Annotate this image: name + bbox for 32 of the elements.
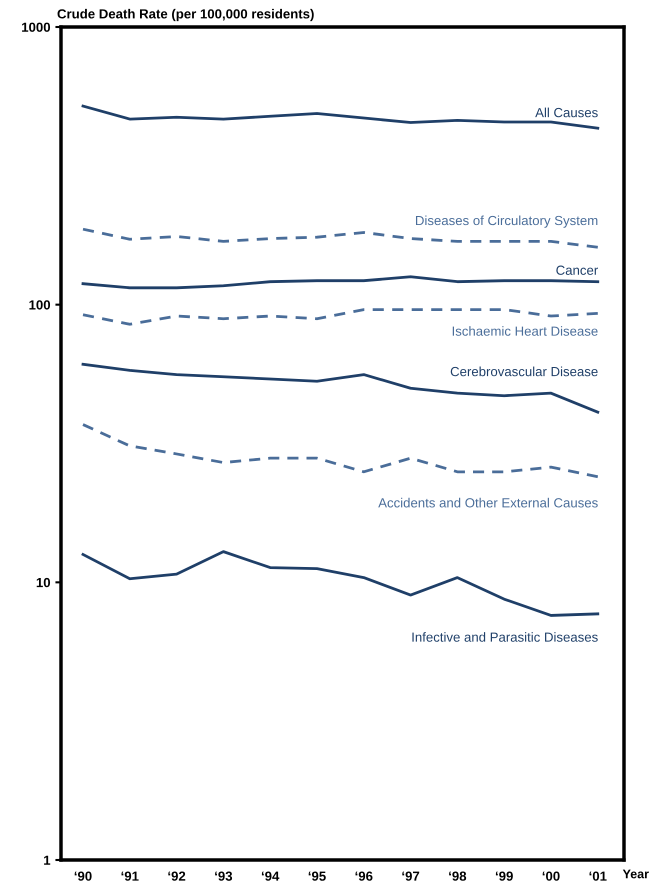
line-series (82, 362, 600, 414)
y-tick-label: 1000 (22, 22, 50, 32)
x-tick-label: ‘98 (449, 871, 466, 881)
series-label: Diseases of Circulatory System (416, 215, 598, 228)
x-tick-label: ‘92 (168, 871, 186, 881)
x-tick-label: ‘97 (402, 871, 420, 881)
line-series (82, 308, 600, 326)
x-tick-label: ‘94 (262, 871, 280, 881)
series-label: Infective and Parasitic Diseases (412, 632, 598, 642)
line-series (82, 228, 600, 249)
x-tick-label: ‘93 (215, 871, 232, 881)
x-tick-label: ‘00 (542, 871, 560, 881)
x-tick-label: ‘01 (590, 871, 607, 881)
line-series (82, 104, 600, 130)
x-tick-label: ‘96 (356, 871, 372, 881)
y-tick-label: 1 (44, 856, 50, 865)
series-label: Ischaemic Heart Disease (452, 326, 598, 336)
line-series (82, 423, 600, 478)
line-series (82, 275, 600, 290)
x-tick-label: ‘99 (496, 871, 513, 881)
series-label: Cerebrovascular Disease (450, 366, 598, 376)
series-label: Accidents and Other External Causes (378, 498, 598, 508)
series-label: All Causes (535, 108, 598, 118)
x-tick-label: ‘91 (122, 871, 139, 881)
line-series (82, 550, 600, 617)
y-tick-label: 100 (29, 300, 50, 310)
x-tick-label: ‘95 (308, 871, 326, 881)
x-tick-label: ‘90 (74, 871, 92, 881)
x-axis-title: Year (622, 870, 649, 878)
chart-title: Crude Death Rate (per 100,000 residents) (58, 8, 314, 22)
series-label: Cancer (556, 266, 598, 275)
y-tick-label: 10 (36, 578, 50, 588)
